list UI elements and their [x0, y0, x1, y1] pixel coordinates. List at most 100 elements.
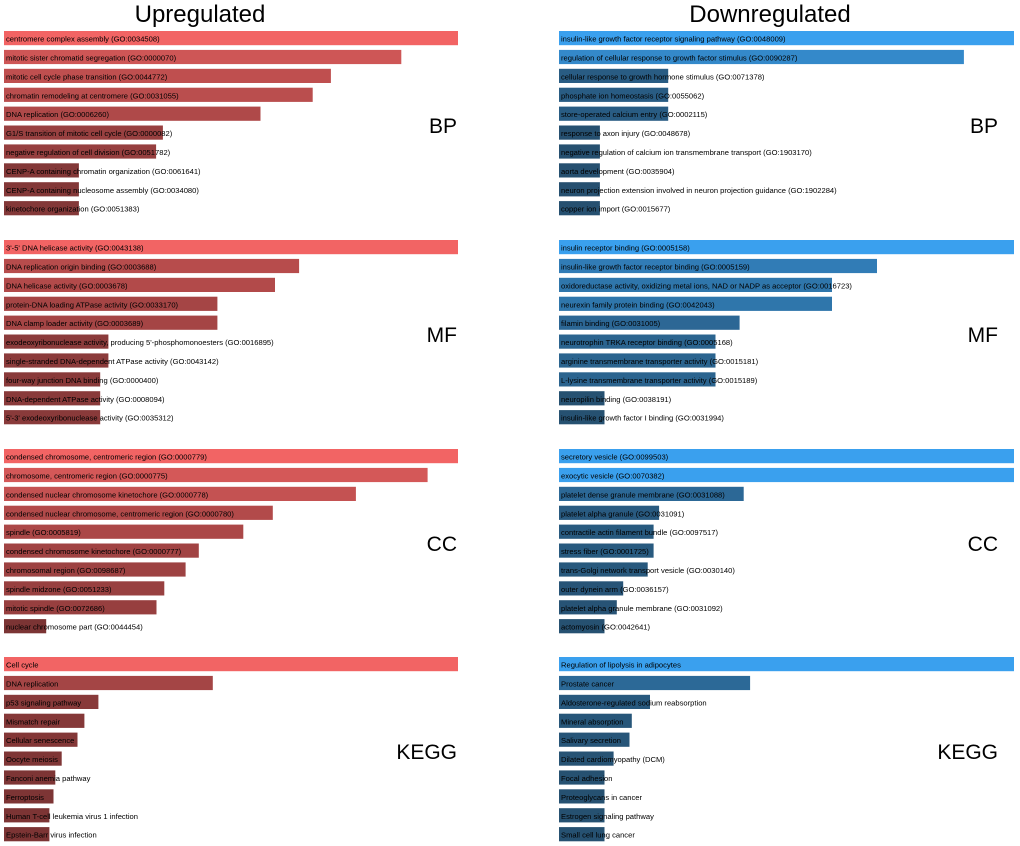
bar	[4, 296, 218, 311]
bar-label: insulin-like growth factor receptor bind…	[561, 263, 750, 272]
bar-label: aorta development (GO:0035904)	[561, 167, 675, 176]
bar	[4, 163, 79, 178]
bar-label: Cell cycle	[6, 661, 39, 670]
bar	[559, 657, 1014, 672]
bar	[4, 543, 199, 558]
bar-label: cellular response to growth hormone stim…	[561, 72, 765, 81]
bar-label: contractile actin filament bundle (GO:00…	[561, 528, 718, 537]
bp-section-label: BP	[970, 115, 998, 138]
bar-label: DNA replication origin binding (GO:00036…	[6, 263, 157, 272]
bar	[4, 675, 213, 691]
panels-area: centromere complex assembly (GO:0034508)…	[4, 31, 1014, 842]
bar-label: chromosomal region (GO:0098687)	[6, 566, 126, 575]
bar	[559, 68, 669, 83]
bar-label: neuropilin binding (GO:0038191)	[561, 395, 672, 404]
bar-label: p53 signaling pathway	[6, 698, 81, 707]
bar	[4, 562, 186, 577]
bar-label: DNA-dependent ATPase activity (GO:000809…	[6, 395, 165, 404]
bar	[559, 410, 605, 425]
kegg-section-label: KEGG	[937, 741, 998, 764]
bar	[559, 581, 624, 596]
bar-label: CENP-A containing chromatin organization…	[6, 167, 201, 176]
bar-label: mitotic spindle (GO:0072686)	[6, 604, 105, 613]
bar-label: centromere complex assembly (GO:0034508)	[6, 35, 160, 44]
bar	[559, 315, 740, 330]
bar	[4, 732, 78, 747]
bar	[4, 751, 62, 766]
bar	[559, 334, 716, 349]
downregulated-bp-panel: insulin-like growth factor receptor sign…	[559, 31, 1014, 216]
bar	[559, 543, 654, 558]
bar-label: mitotic cell cycle phase transition (GO:…	[6, 72, 168, 81]
bar-label: Cellular senescence	[6, 736, 74, 745]
bar-label: secretory vesicle (GO:0099503)	[561, 453, 669, 462]
bar-label: CENP-A containing nucleosome assembly (G…	[6, 186, 199, 195]
bar-label: Fanconi anemia pathway	[6, 774, 91, 783]
bar-label: insulin-like growth factor receptor sign…	[561, 35, 786, 44]
upregulated-column-title: Upregulated	[135, 1, 266, 28]
bar-label: platelet alpha granule (GO:0031091)	[561, 509, 685, 518]
downregulated-cc-panel: secretory vesicle (GO:0099503) exocytic v…	[559, 449, 1014, 634]
bar	[559, 467, 1014, 483]
upregulated-bp-panel: centromere complex assembly (GO:0034508)…	[4, 31, 458, 216]
bar-label: regulation of cellular response to growt…	[561, 54, 798, 63]
bar-label: Ferroptosis	[6, 793, 44, 802]
bar	[4, 125, 163, 140]
mf-section-label: MF	[968, 324, 998, 347]
bar-label: condensed chromosome kinetochore (GO:000…	[6, 547, 182, 556]
bar	[4, 106, 261, 121]
bar-label: response to axon injury (GO:0048678)	[561, 129, 691, 138]
bar-label: mitotic sister chromatid segregation (GO…	[6, 54, 177, 63]
bar	[559, 524, 654, 539]
downregulated-kegg-panel: Regulation of lipolysis in adipocytes Pro…	[559, 657, 1014, 842]
bar	[559, 372, 716, 387]
bar	[559, 258, 877, 274]
bar	[4, 657, 458, 672]
bar-label: nuclear chromosome part (GO:0044454)	[6, 623, 143, 632]
bar-label: actomyosin (GO:0042641)	[561, 623, 651, 632]
cc-section-label: CC	[427, 533, 457, 556]
bar-label: platelet dense granule membrane (GO:0031…	[561, 490, 725, 499]
bar-label: condensed nuclear chromosome kinetochore…	[6, 490, 209, 499]
bar-label: single-stranded DNA-dependent ATPase act…	[6, 357, 219, 366]
bar-label: Epstein-Barr virus infection	[6, 831, 97, 840]
bar-label: Focal adhesion	[561, 774, 613, 783]
bar-label: insulin receptor binding (GO:0005158)	[561, 244, 690, 253]
bar	[4, 486, 356, 501]
upregulated-mf-panel: 3'-5' DNA helicase activity (GO:0043138)…	[4, 240, 458, 425]
bar	[559, 125, 600, 140]
bar-label: Estrogen signaling pathway	[561, 812, 654, 821]
bar-label: DNA helicase activity (GO:0003678)	[6, 281, 128, 290]
cc-section-label: CC	[968, 533, 998, 556]
bar	[4, 827, 50, 842]
bar-label: copper ion import (GO:0015677)	[561, 205, 671, 214]
mf-section-label: MF	[427, 324, 457, 347]
bar-label: Mismatch repair	[6, 717, 60, 726]
bar	[559, 808, 605, 823]
bar-label: Aldosterone-regulated sodium reabsorptio…	[561, 698, 707, 707]
bar	[559, 600, 617, 615]
bar-label: Proteoglycans in cancer	[561, 793, 643, 802]
bar	[4, 581, 165, 596]
bar-label: DNA replication (GO:0006260)	[6, 110, 109, 119]
bar-label: condensed nuclear chromosome, centromeri…	[6, 509, 234, 518]
bar	[559, 789, 605, 804]
bar	[559, 163, 600, 178]
bar-label: store-operated calcium entry (GO:0002115…	[561, 110, 708, 119]
bar	[4, 334, 109, 349]
upregulated-kegg-panel: Cell cycle DNA replication p53 signaling p…	[4, 657, 458, 842]
bar	[4, 353, 109, 368]
bar	[559, 201, 600, 216]
bar	[4, 619, 47, 634]
bar	[4, 31, 458, 46]
bar	[4, 182, 79, 197]
bar	[559, 751, 614, 766]
bar-label: negative regulation of cell division (GO…	[6, 148, 171, 157]
bar	[4, 770, 56, 785]
bar	[559, 144, 600, 159]
bar-label: Human T-cell leukemia virus 1 infection	[6, 812, 138, 821]
bar-label: insulin-like growth factor I binding (GO…	[561, 414, 724, 423]
bar-label: neuron projection extension involved in …	[561, 186, 837, 195]
bar	[559, 449, 1014, 464]
